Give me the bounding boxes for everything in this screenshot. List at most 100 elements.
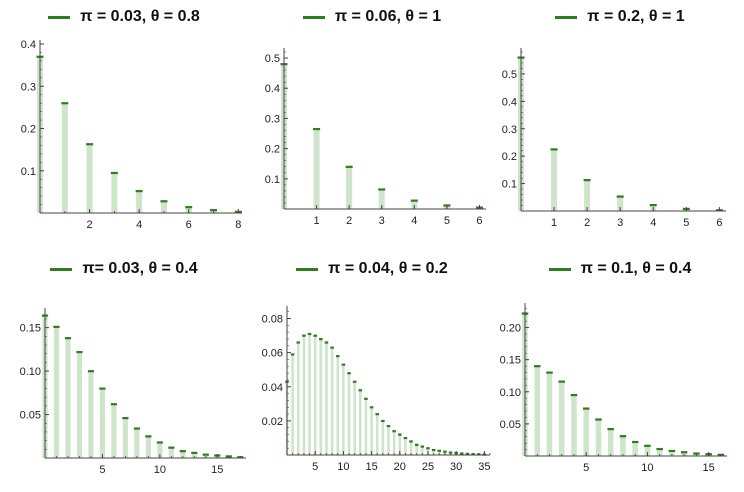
chart-bar-cap	[386, 425, 391, 428]
y-tick-label: 0.04	[262, 382, 283, 394]
chart-panel-3: π = 0.2, θ = 1 1 2 3 4 5 6 0.1 0.2 0.3 0.4 0.5	[496, 0, 744, 240]
chart-bar	[398, 434, 402, 455]
chart-bar	[404, 437, 407, 455]
x-tick-label: 5	[99, 464, 105, 476]
chart-panel-5: π = 0.04, θ = 0.2 5 10 15 20 25 30 35 0.02 0.04 0…	[248, 252, 496, 492]
chart-bar-cap	[426, 447, 430, 450]
chart-bar	[571, 394, 577, 456]
chart-legend-6: π = 0.1, θ = 0.4	[496, 258, 744, 280]
chart-svg-4: 5 10 15 0.05 0.10 0.15	[20, 308, 246, 476]
chart-bar-cap	[302, 334, 306, 337]
chart-bar	[122, 418, 128, 458]
chart-bar	[111, 172, 118, 213]
x-tick-label: 6	[476, 215, 482, 227]
chart-bar	[558, 381, 565, 456]
chart-bar-cap	[335, 355, 340, 358]
chart-bar-cap	[53, 325, 60, 328]
chart-bar-cap	[398, 433, 402, 436]
chart-bar	[111, 404, 117, 458]
y-tick-label: 0.3	[502, 124, 517, 136]
chart-bar-cap	[403, 436, 408, 440]
chart-svg-2: 1 2 3 4 5 6 0.1 0.2 0.3 0.4 0.5	[265, 48, 486, 227]
y-tick-label: 0.2	[21, 124, 36, 136]
chart-bar	[65, 338, 71, 458]
x-tick-label: 30	[450, 461, 462, 473]
x-tick-label: 25	[422, 461, 434, 473]
legend-label: π = 0.06, θ = 1	[334, 8, 442, 25]
chart-bar	[291, 354, 294, 455]
x-tick-label: 15	[365, 461, 377, 473]
chart-bar-cap	[110, 403, 117, 406]
chart-legend-1: π = 0.03, θ = 0.8	[0, 6, 248, 28]
chart-bar-cap	[64, 337, 72, 340]
chart-bar-cap	[341, 363, 346, 366]
chart-bar-cap	[431, 448, 436, 452]
y-tick-label: 0.05	[20, 410, 41, 422]
chart-bar	[336, 356, 340, 455]
chart-bar-cap	[392, 430, 396, 433]
x-tick-label: 5	[583, 462, 589, 474]
chart-bar-cap	[533, 365, 541, 368]
chart-bar-cap	[156, 441, 163, 444]
x-tick-label: 1	[551, 217, 557, 229]
chart-bar-cap	[448, 451, 453, 454]
chart-panel-6: π = 0.1, θ = 0.4 5 10 15 0.05 0.10 0.15 0.20	[496, 252, 744, 492]
x-tick-label: 8	[235, 219, 241, 231]
chart-bar-cap	[296, 341, 301, 344]
chart-legend-2: π = 0.06, θ = 1	[248, 6, 496, 28]
chart-bar	[409, 441, 413, 455]
y-tick-label: 0.15	[500, 355, 521, 367]
x-tick-label: 10	[641, 462, 653, 474]
chart-bar-cap	[76, 350, 83, 354]
y-tick-label: 0.1	[265, 174, 280, 186]
chart-bar-cap	[443, 450, 447, 453]
chart-panel-1: π = 0.03, θ = 0.8 2 4 6 8 0.1 0.2 0.3 0.4	[0, 0, 248, 240]
chart-bar	[325, 342, 328, 455]
chart-bar	[313, 335, 317, 455]
y-tick-label: 0.1	[502, 179, 517, 191]
chart-bar	[319, 339, 323, 455]
chart-bar	[342, 364, 345, 455]
chart-bar-cap	[693, 452, 700, 455]
chart-bar-cap	[414, 443, 419, 446]
x-tick-label: 1	[314, 215, 320, 227]
chart-bar-cap	[110, 171, 118, 175]
x-tick-label: 2	[584, 217, 590, 229]
chart-bar-cap	[191, 451, 198, 454]
legend-line-swatch	[548, 267, 571, 271]
chart-bar	[302, 335, 306, 455]
chart-legend-4: π= 0.03, θ = 0.4	[0, 258, 248, 280]
chart-bar	[534, 366, 540, 456]
chart-bar-cap	[168, 446, 175, 449]
chart-bar-cap	[61, 102, 69, 105]
chart-bar	[88, 371, 94, 458]
y-tick-label: 0.10	[20, 366, 41, 378]
x-tick-label: 5	[312, 461, 318, 473]
x-tick-label: 5	[683, 217, 689, 229]
chart-bar-cap	[369, 406, 374, 409]
chart-bar-cap	[358, 389, 363, 392]
chart-bar	[583, 408, 589, 456]
chart-bar-cap	[595, 418, 602, 421]
chart-bar-cap	[145, 435, 152, 438]
chart-bar-cap	[364, 397, 368, 400]
legend-label: π= 0.03, θ = 0.4	[82, 260, 198, 277]
legend-line-swatch	[302, 15, 325, 19]
chart-legend-3: π = 0.2, θ = 1	[496, 6, 744, 28]
chart-bar-cap	[381, 419, 385, 423]
chart-bar	[415, 444, 418, 455]
chart-bar-cap	[160, 200, 168, 203]
chart-bar-cap	[570, 393, 578, 397]
y-tick-label: 0.10	[500, 387, 521, 399]
legend-label: π = 0.1, θ = 0.4	[580, 260, 692, 277]
chart-bar	[607, 429, 614, 456]
chart-bar	[353, 381, 356, 455]
chart-bar-cap	[616, 195, 624, 198]
x-tick-label: 4	[650, 217, 656, 229]
chart-bar	[378, 189, 385, 209]
chart-bar-cap	[330, 346, 334, 349]
chart-bar-cap	[437, 449, 442, 452]
chart-bar-cap	[179, 450, 186, 453]
chart-bar-cap	[307, 332, 312, 336]
chart-bar-cap	[410, 199, 418, 202]
